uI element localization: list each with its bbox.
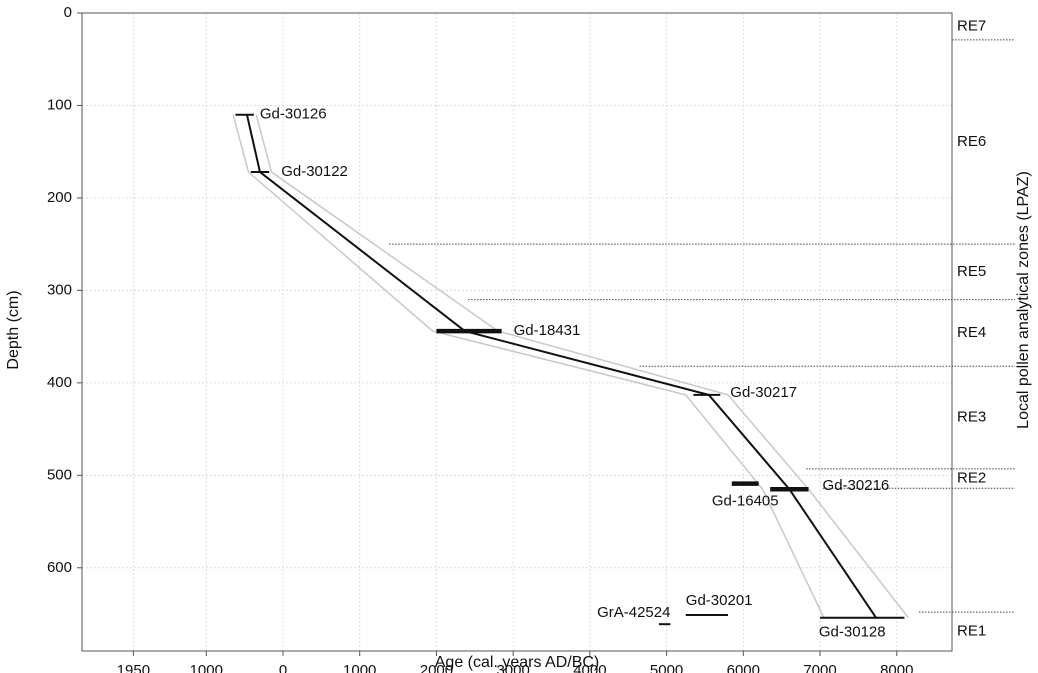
model-line bbox=[245, 114, 877, 619]
y-tick-label: 500 bbox=[47, 466, 72, 483]
sample-label: GrA-42524 bbox=[597, 604, 670, 621]
sample-label: Gd-30216 bbox=[823, 477, 890, 494]
sample-label: Gd-30128 bbox=[819, 624, 886, 641]
zone-label: RE3 bbox=[957, 408, 986, 425]
y-tick-label: 300 bbox=[47, 281, 72, 298]
y2-axis-title: Local pollen analytical zones (LPAZ) bbox=[1015, 171, 1032, 429]
x-tick-label: 1000 bbox=[343, 662, 376, 673]
sample-label: Gd-18431 bbox=[514, 322, 581, 339]
x-tick-label: 5000 bbox=[650, 662, 683, 673]
zone-label: RE1 bbox=[957, 623, 986, 640]
zone-label: RE5 bbox=[957, 263, 986, 280]
y-tick-label: 200 bbox=[47, 189, 72, 206]
y-tick-label: 400 bbox=[47, 374, 72, 391]
y-tick-label: 0 bbox=[64, 4, 72, 21]
y-tick-label: 100 bbox=[47, 96, 72, 113]
sample-label: Gd-16405 bbox=[712, 493, 779, 510]
x-tick-label: 4000 bbox=[573, 662, 606, 673]
sample-label: Gd-30122 bbox=[281, 163, 348, 180]
x-tick-label: 1950 bbox=[117, 662, 150, 673]
sample-label: Gd-30126 bbox=[260, 106, 327, 123]
y-tick-label: 600 bbox=[47, 559, 72, 576]
x-tick-label: 0 bbox=[279, 662, 287, 673]
y-axis-title: Depth (cm) bbox=[5, 290, 22, 369]
x-tick-label: 8000 bbox=[880, 662, 913, 673]
x-tick-label: 3000 bbox=[496, 662, 529, 673]
sample-label: Gd-30217 bbox=[730, 384, 797, 401]
zone-label: RE4 bbox=[957, 324, 986, 341]
zone-label: RE6 bbox=[957, 133, 986, 150]
plot-frame bbox=[81, 12, 953, 652]
envelope-line bbox=[255, 114, 909, 619]
x-axis-title: Age (cal. years AD/BC) bbox=[435, 654, 600, 671]
x-tick-label: 2000 bbox=[420, 662, 453, 673]
x-tick-label: 1000 bbox=[190, 662, 223, 673]
envelope-line bbox=[232, 114, 825, 619]
zone-label: RE7 bbox=[957, 17, 986, 34]
zone-label: RE2 bbox=[957, 470, 986, 487]
sample-label: Gd-30201 bbox=[686, 592, 753, 609]
x-tick-label: 7000 bbox=[803, 662, 836, 673]
x-tick-label: 6000 bbox=[727, 662, 760, 673]
